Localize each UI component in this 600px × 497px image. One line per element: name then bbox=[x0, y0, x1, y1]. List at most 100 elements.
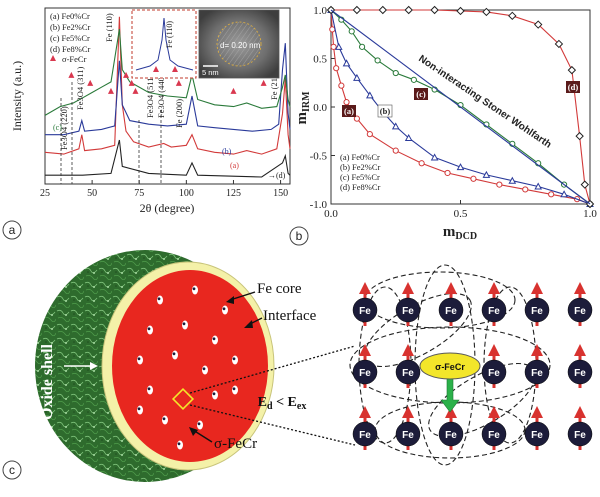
core-particle bbox=[212, 390, 218, 400]
henkel-point bbox=[348, 28, 355, 35]
fe-atom-label: Fe bbox=[488, 368, 500, 379]
fe-atom: Fe bbox=[438, 282, 464, 326]
core-particle bbox=[137, 355, 143, 365]
henkel-series-3 bbox=[331, 9, 591, 205]
core-particle bbox=[202, 365, 208, 375]
henkel-point bbox=[358, 43, 366, 50]
sigma-marker bbox=[107, 87, 114, 94]
inset-peak-label: Fe (110) bbox=[165, 21, 174, 48]
svg-text:(c): (c) bbox=[416, 89, 426, 99]
peak-label-fe211: Fe (211) bbox=[269, 71, 279, 100]
fe-atom-label: Fe bbox=[359, 368, 371, 379]
svg-text:(d) Fe8%Cr: (d) Fe8%Cr bbox=[50, 44, 91, 54]
core-particle bbox=[177, 440, 183, 450]
svg-text:(b) Fe2%Cr: (b) Fe2%Cr bbox=[50, 22, 91, 32]
fe-atom-label: Fe bbox=[445, 430, 457, 441]
panel-c: Oxide shell Fe core Interface σ-FeCr Ed … bbox=[2, 250, 593, 482]
fe-atom-label: Fe bbox=[402, 368, 414, 379]
svg-text:(a): (a) bbox=[344, 106, 354, 116]
inset-tem-label: d= 0.20 nm bbox=[220, 41, 261, 50]
henkel-point bbox=[580, 180, 590, 189]
henkel-point bbox=[482, 170, 491, 178]
sigma-marker bbox=[175, 79, 182, 86]
henkel-point bbox=[430, 5, 439, 15]
core-particle bbox=[157, 295, 163, 305]
x-tick-label-a: 50 bbox=[87, 188, 97, 199]
henkel-point bbox=[418, 160, 425, 167]
henkel-point bbox=[330, 43, 337, 50]
sigma-marker bbox=[132, 87, 139, 94]
svg-text:(b): (b) bbox=[380, 106, 391, 116]
fe-atom: Fe bbox=[395, 406, 421, 450]
henkel-point bbox=[353, 115, 360, 122]
peak-label-fe110: Fe (110) bbox=[104, 13, 114, 42]
x-tick-label-b: 0.5 bbox=[454, 208, 468, 220]
core-particle bbox=[197, 420, 203, 430]
henkel-point bbox=[404, 133, 413, 142]
henkel-point bbox=[343, 99, 350, 106]
core-particle bbox=[162, 415, 168, 425]
panel-letter-c: c bbox=[9, 463, 15, 477]
y-tick-label-b: 0.0 bbox=[313, 102, 327, 114]
fe-atom: Fe bbox=[567, 282, 593, 326]
henkel-point bbox=[329, 26, 336, 33]
henkel-point bbox=[404, 5, 413, 15]
y-tick-label-b: -1.0 bbox=[310, 199, 328, 211]
x-tick-label-b: 0.0 bbox=[324, 208, 338, 220]
henkel-point bbox=[567, 65, 577, 75]
xrd-series-2 bbox=[44, 29, 291, 116]
henkel-point bbox=[548, 191, 555, 198]
fe-atom-label: Fe bbox=[531, 430, 543, 441]
henkel-point bbox=[522, 186, 529, 193]
henkel-point bbox=[342, 59, 351, 67]
fe-atom-label: Fe bbox=[574, 430, 586, 441]
core-particle bbox=[222, 305, 228, 315]
y-tick-label-b: -0.5 bbox=[310, 151, 328, 163]
henkel-point bbox=[508, 176, 517, 184]
y-tick-label-b: 0.5 bbox=[313, 54, 327, 66]
peak-label-220: Fe3O4 (220) bbox=[59, 106, 69, 150]
peak-label-511: Fe3O4 (511) bbox=[145, 74, 155, 118]
fe-atom: Fe bbox=[567, 344, 593, 388]
oxide-shell-label: Oxide shell bbox=[39, 343, 56, 420]
fe-atom: Fe bbox=[352, 406, 378, 450]
series-tag-c: (c) bbox=[53, 123, 62, 132]
svg-text:(d) Fe8%Cr: (d) Fe8%Cr bbox=[340, 182, 381, 192]
fe-atom: Fe bbox=[524, 406, 550, 450]
fe-atom: Fe bbox=[438, 406, 464, 450]
fe-atom: Fe bbox=[524, 344, 550, 388]
henkel-point bbox=[410, 76, 417, 83]
fe-atom-label: Fe bbox=[574, 306, 586, 317]
core-particle bbox=[182, 320, 188, 330]
henkel-point bbox=[374, 57, 381, 64]
fe-atom-label: Fe bbox=[574, 368, 586, 379]
svg-text:(a) Fe0%Cr: (a) Fe0%Cr bbox=[50, 11, 90, 21]
panel-letter-b: b bbox=[296, 229, 303, 243]
fe-atom-label: Fe bbox=[402, 306, 414, 317]
henkel-point bbox=[334, 42, 343, 50]
fe-atom-label: Fe bbox=[359, 306, 371, 317]
fe-atom: Fe bbox=[395, 282, 421, 326]
fe-atom: Fe bbox=[524, 282, 550, 326]
henkel-point bbox=[456, 6, 465, 16]
ylabel-b: mIRM bbox=[294, 91, 312, 125]
xlabel-a: 2θ (degree) bbox=[140, 201, 195, 215]
peak-label-311: Fe3O4 (311) bbox=[75, 66, 85, 110]
core-particle bbox=[172, 350, 178, 360]
sigma-fecr-label: σ-FeCr bbox=[214, 436, 257, 452]
sigma-marker bbox=[68, 71, 75, 78]
henkel-point bbox=[482, 7, 491, 17]
henkel-point bbox=[508, 11, 517, 21]
core-particle bbox=[192, 285, 198, 295]
fe-atom: Fe bbox=[481, 406, 507, 450]
henkel-point bbox=[392, 147, 399, 154]
fe-atom: Fe bbox=[481, 344, 507, 388]
henkel-point bbox=[338, 82, 345, 89]
x-tick-label-a: 150 bbox=[273, 188, 288, 199]
core-particle bbox=[137, 405, 143, 415]
henkel-point bbox=[533, 20, 543, 29]
series-tag-a: (a) bbox=[230, 161, 239, 170]
sigma-marker bbox=[230, 87, 237, 94]
henkel-point bbox=[534, 182, 543, 190]
